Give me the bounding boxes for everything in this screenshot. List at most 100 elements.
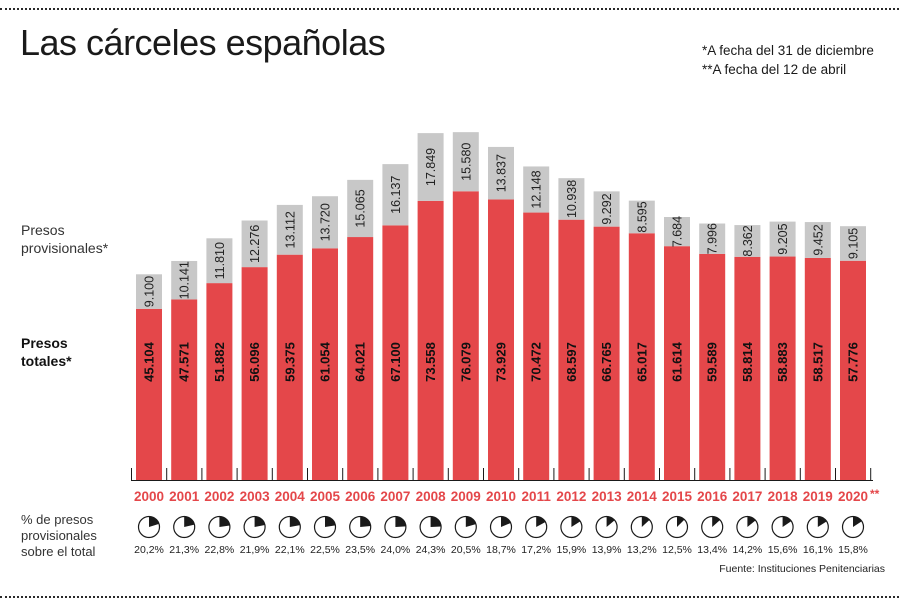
note-april: **A fecha del 12 de abril bbox=[702, 62, 847, 77]
year-label: 2013 bbox=[592, 489, 623, 504]
bar-totales bbox=[312, 248, 338, 480]
label-provisionales-value: 10.938 bbox=[565, 180, 579, 218]
label-totales-value: 58.517 bbox=[810, 342, 825, 382]
label-provisionales-value: 13.720 bbox=[319, 203, 333, 241]
pie-chart-slice bbox=[219, 516, 230, 527]
percent-label: 13,9% bbox=[592, 544, 622, 556]
bottom-dotted-rule bbox=[0, 596, 899, 598]
bar-provisionales bbox=[840, 226, 866, 261]
pie-chart-slice bbox=[395, 516, 406, 527]
pie-chart-slice bbox=[149, 516, 160, 527]
label-totales-value: 67.100 bbox=[388, 342, 403, 382]
percent-label: 13,4% bbox=[697, 544, 727, 556]
label-totales-value: 57.776 bbox=[846, 342, 861, 382]
pie-chart-slice bbox=[571, 516, 581, 527]
year-label: 2016 bbox=[697, 489, 728, 504]
year-label: 2014 bbox=[627, 489, 658, 504]
year-label: 2017 bbox=[732, 489, 762, 504]
label-totales-value: 66.765 bbox=[599, 342, 614, 382]
bar-provisionales bbox=[347, 179, 374, 238]
percent-label: 13,2% bbox=[627, 544, 657, 556]
bar-provisionales bbox=[241, 220, 268, 268]
bar-provisionales bbox=[452, 132, 479, 192]
label-totales-value: 64.021 bbox=[353, 342, 368, 382]
bar-totales bbox=[488, 199, 514, 480]
label-totales-value: 56.096 bbox=[247, 342, 262, 382]
percent-label: 22,1% bbox=[275, 544, 305, 556]
year-label: 2004 bbox=[275, 489, 306, 504]
percent-label: 22,8% bbox=[205, 544, 235, 556]
pie-chart-slice bbox=[325, 516, 336, 527]
bar-provisionales bbox=[171, 260, 198, 300]
bar-totales bbox=[171, 299, 198, 480]
label-provisionales-value: 7.996 bbox=[706, 223, 720, 254]
label-provisionales-value: 13.837 bbox=[495, 154, 509, 192]
label-percent-line3: sobre el total bbox=[21, 544, 96, 559]
bar-provisionales bbox=[664, 217, 690, 247]
label-totales-value: 73.929 bbox=[494, 342, 509, 382]
year-label: 2005 bbox=[310, 489, 341, 504]
year-label: 2002 bbox=[204, 489, 234, 504]
last-year-mark: ** bbox=[870, 487, 880, 501]
bar-provisionales bbox=[769, 221, 796, 257]
label-provisionales-value: 17.849 bbox=[424, 148, 438, 186]
bar-provisionales bbox=[417, 133, 444, 201]
year-label: 2012 bbox=[556, 489, 586, 504]
bar-totales bbox=[241, 267, 268, 480]
bar-totales bbox=[206, 283, 233, 480]
bar-provisionales bbox=[136, 274, 162, 309]
label-provisionales-value: 8.595 bbox=[635, 201, 649, 232]
percent-label: 17,2% bbox=[521, 544, 551, 556]
year-label: 2019 bbox=[803, 489, 833, 504]
bar-totales bbox=[276, 254, 303, 480]
bar-provisionales bbox=[206, 238, 233, 284]
label-totales-value: 61.614 bbox=[670, 341, 685, 382]
label-provisionales-value: 15.065 bbox=[354, 189, 368, 227]
note-december: *A fecha del 31 de diciembre bbox=[702, 43, 874, 58]
bar-totales bbox=[628, 233, 655, 480]
pie-chart-slice bbox=[360, 516, 371, 527]
year-label: 2007 bbox=[380, 489, 410, 504]
label-totales-value: 68.597 bbox=[564, 342, 579, 382]
bar-totales bbox=[804, 257, 831, 480]
pie-chart-slice bbox=[712, 516, 721, 527]
bar-provisionales bbox=[804, 222, 831, 258]
label-totales-value: 73.558 bbox=[423, 342, 438, 382]
label-provisionales-value: 15.580 bbox=[459, 143, 473, 181]
bar-totales bbox=[699, 253, 726, 480]
label-provisionales-line2: provisionales* bbox=[21, 240, 109, 256]
year-label: 2020 bbox=[838, 489, 868, 504]
bar-provisionales bbox=[312, 196, 338, 249]
label-totales-value: 59.375 bbox=[282, 342, 297, 382]
year-label: 2010 bbox=[486, 489, 516, 504]
percent-label: 14,2% bbox=[733, 544, 763, 556]
pie-chart-slice bbox=[184, 516, 195, 527]
label-totales-value: 61.054 bbox=[318, 341, 333, 382]
percent-label: 20,2% bbox=[134, 544, 164, 556]
bar-totales bbox=[664, 246, 690, 480]
bar-totales bbox=[523, 212, 550, 480]
bar-provisionales bbox=[488, 146, 514, 200]
pie-chart-slice bbox=[465, 516, 476, 527]
label-totales-value: 76.079 bbox=[458, 342, 473, 382]
year-label: 2008 bbox=[416, 489, 447, 504]
label-totales-value: 45.104 bbox=[142, 341, 157, 382]
pie-chart-slice bbox=[782, 516, 792, 527]
percent-label: 12,5% bbox=[662, 544, 692, 556]
top-dotted-rule bbox=[0, 8, 899, 10]
percent-label: 15,6% bbox=[768, 544, 798, 556]
label-provisionales-value: 9.205 bbox=[776, 223, 790, 254]
bar-totales bbox=[417, 200, 444, 480]
label-provisionales-value: 10.141 bbox=[178, 261, 192, 299]
label-totales-value: 65.017 bbox=[634, 342, 649, 382]
bar-totales bbox=[382, 225, 409, 480]
year-label: 2000 bbox=[134, 489, 164, 504]
bar-provisionales bbox=[628, 200, 655, 234]
year-label: 2011 bbox=[522, 489, 552, 504]
percent-label: 24,3% bbox=[416, 544, 446, 556]
percent-label: 16,1% bbox=[803, 544, 833, 556]
bar-totales bbox=[347, 237, 374, 480]
percent-label: 23,5% bbox=[345, 544, 375, 556]
percent-label: 20,5% bbox=[451, 544, 481, 556]
label-totales-value: 58.814 bbox=[740, 341, 755, 382]
